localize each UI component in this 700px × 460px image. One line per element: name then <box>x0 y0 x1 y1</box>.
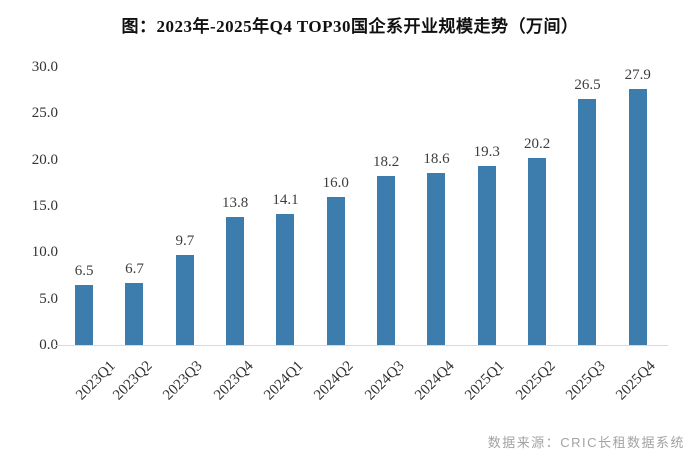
bar <box>175 255 194 345</box>
bar-column: 16.0 <box>311 67 361 345</box>
x-tick-label: 2024Q4 <box>412 358 458 404</box>
bar-column: 19.3 <box>462 67 512 345</box>
bar-column: 9.7 <box>160 67 210 345</box>
x-axis-labels: 2023Q1 2023Q2 2023Q3 2023Q4 2024Q1 2024Q2 2024… <box>59 349 663 424</box>
x-tick-label: 2025Q1 <box>462 358 509 404</box>
bar <box>477 166 496 345</box>
x-tick-label: 2023Q3 <box>160 358 207 404</box>
bar-value-label: 19.3 <box>473 144 500 161</box>
bar-value-label: 27.9 <box>624 67 651 83</box>
bar-column: 18.6 <box>411 67 461 345</box>
x-axis-line <box>56 345 668 346</box>
bar-value-label: 6.7 <box>125 260 144 277</box>
bar-column: 6.7 <box>109 67 159 345</box>
bar <box>75 284 94 345</box>
x-tick-label: 2025Q4 <box>613 358 660 404</box>
bar <box>377 176 396 345</box>
bar-column: 26.5 <box>562 67 612 345</box>
y-tick-label: 20.0 <box>31 151 58 168</box>
bars-container: 6.5 6.7 9.7 13.8 14.1 16.0 18.2 18.6 19.3 20.2 26.… <box>59 67 663 345</box>
bar-value-label: 20.2 <box>523 135 551 152</box>
y-tick-label: 10.0 <box>31 244 58 261</box>
bar <box>125 282 144 345</box>
bar-value-label: 18.6 <box>423 150 450 167</box>
x-tick-label: 2023Q4 <box>210 358 257 404</box>
data-source-note: 数据来源：CRIC长租数据系统 <box>487 435 685 450</box>
bar <box>226 217 245 345</box>
bar-column: 18.2 <box>361 67 411 345</box>
y-tick-label: 25.0 <box>31 105 58 122</box>
x-tick-label: 2025Q2 <box>512 358 559 404</box>
bar-value-label: 14.1 <box>272 192 299 209</box>
x-tick-label: 2025Q3 <box>563 358 609 404</box>
bar <box>578 99 597 345</box>
bar-value-label: 6.5 <box>74 262 94 279</box>
bar-value-label: 16.0 <box>322 174 349 191</box>
x-tick-label: 2024Q3 <box>361 358 408 404</box>
bar <box>528 157 547 345</box>
y-tick-label: 30.0 <box>31 59 58 75</box>
x-tick-label: 2024Q1 <box>261 358 307 404</box>
bar <box>326 196 345 345</box>
x-tick-label: 2023Q1 <box>73 358 119 404</box>
bar <box>276 214 295 345</box>
y-tick-label: 5.0 <box>39 290 58 307</box>
bar-value-label: 18.2 <box>373 154 400 171</box>
bar-value-label: 9.7 <box>175 233 195 250</box>
bar-column: 20.2 <box>512 67 562 345</box>
bar-column: 13.8 <box>210 67 260 345</box>
y-tick-label: 15.0 <box>31 198 58 214</box>
bar-column: 14.1 <box>260 67 310 345</box>
x-tick-label: 2024Q2 <box>311 358 358 404</box>
bar-value-label: 13.8 <box>222 195 249 212</box>
bar <box>628 89 647 345</box>
chart-title: 图：2023年-2025年Q4 TOP30国企系开业规模走势（万间） <box>121 17 579 36</box>
x-tick-label: 2023Q2 <box>110 358 156 404</box>
y-tick-label: 0.0 <box>39 337 58 353</box>
bar-value-label: 26.5 <box>574 77 601 94</box>
bar-column: 6.5 <box>59 67 109 345</box>
bar <box>427 172 446 345</box>
bar-column: 27.9 <box>613 67 663 345</box>
